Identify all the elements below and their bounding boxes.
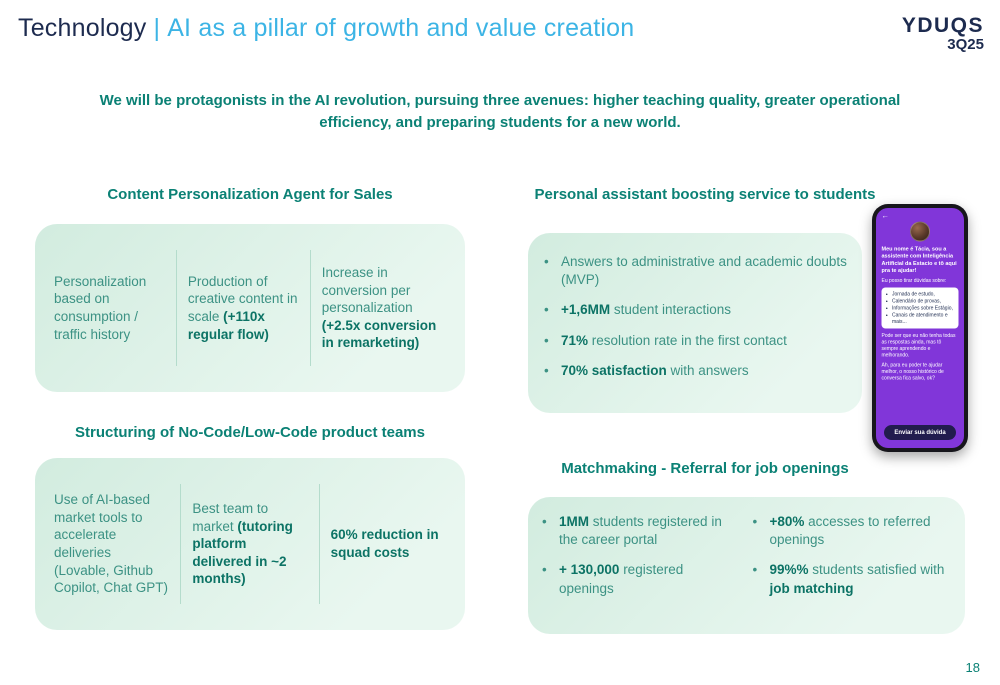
cell-highlight: 60% reduction in squad costs <box>330 527 439 560</box>
card-cell: Use of AI-based market tools to accelera… <box>43 491 180 596</box>
cell-text: Increase in conversion per personalizati… <box>321 265 413 316</box>
bullet-icon: • <box>752 562 758 578</box>
divider <box>180 484 182 604</box>
chat-screen: ← Meu nome é Tácia, sou a assistente com… <box>876 208 964 448</box>
heading-matchmaking: Matchmaking - Referral for job openings <box>561 460 849 477</box>
bullet-text: + 130,000 registered openings <box>559 562 684 596</box>
chat-message: Ah, para eu poder te ajudar melhor, o no… <box>881 362 944 382</box>
bullet-icon: • <box>544 332 549 348</box>
topic-item: Canais de atendimento e mais... <box>892 312 955 325</box>
cell-text: Best team to market <box>192 501 269 534</box>
bullet-icon: • <box>544 254 549 269</box>
card-personal-assistant: • Answers to administrative and academic… <box>528 233 862 413</box>
back-arrow-icon[interactable]: ← <box>881 211 890 220</box>
list-item: • 1MM students registered in the career … <box>542 513 741 549</box>
cell-text: Production of creative content in scale <box>187 273 298 324</box>
bullet-text: Answers to administrative and academic d… <box>561 254 847 288</box>
divider <box>175 250 177 366</box>
chat-message: Eu posso tirar dúvidas sobre: <box>881 278 947 284</box>
list-item: • 70% satisfaction with answers <box>544 362 850 380</box>
list-item: • +80% accesses to referred openings <box>753 513 952 549</box>
cell-highlight: (+2.5x conversion in remarketing) <box>321 317 437 351</box>
matchmaking-left-column: • 1MM students registered in the career … <box>536 513 747 618</box>
card-cell: Best team to market (tutoring platform d… <box>181 500 318 588</box>
bullet-icon: • <box>542 562 547 578</box>
matchmaking-right-column: • +80% accesses to referred openings • 9… <box>747 513 958 618</box>
page-title: Technology | AI as a pillar of growth and … <box>18 14 634 43</box>
list-item: • Answers to administrative and academic… <box>544 253 850 289</box>
send-question-button[interactable]: Enviar sua dúvida <box>884 425 956 440</box>
page-number: 18 <box>965 660 980 675</box>
phone-screen: ← Meu nome é Tácia, sou a assistente com… <box>876 208 964 448</box>
heading-nocode-teams: Structuring of No-Code/Low-Code product … <box>75 424 425 441</box>
title-prefix: Technology <box>18 14 147 42</box>
bullet-text: 1MM students registered in the career po… <box>559 514 722 548</box>
assistant-avatar <box>910 221 930 242</box>
logo-quarter: 3Q25 <box>947 36 984 54</box>
topic-item: Jornada de estudo, <box>892 291 955 298</box>
cell-highlight: (tutoring platform delivered in ~2 month… <box>192 518 293 587</box>
card-columns: Personalization based on consumption / t… <box>35 224 465 392</box>
divider <box>318 484 320 604</box>
assistant-phone-mockup: ← Meu nome é Tácia, sou a assistente com… <box>872 204 968 452</box>
card-cell: Increase in conversion per personalizati… <box>311 264 457 352</box>
title-separator: | <box>153 14 161 42</box>
cell-text: Use of AI-based market tools to accelera… <box>54 492 169 596</box>
card-nocode-teams: Use of AI-based market tools to accelera… <box>35 458 465 630</box>
list-item: • 99%% students satisfied with job match… <box>753 561 952 597</box>
bullet-icon: • <box>752 514 758 529</box>
logo-name: YDUQS <box>901 14 984 37</box>
card-cell: Personalization based on consumption / t… <box>43 273 176 343</box>
bullet-list: • Answers to administrative and academic… <box>544 253 850 380</box>
cell-text: Personalization based on consumption / t… <box>54 273 147 342</box>
card-cell: Production of creative content in scale … <box>177 273 310 343</box>
yduqs-logo: YDUQS 3Q25 <box>902 14 984 54</box>
bullet-text: 70% satisfaction with answers <box>561 362 749 378</box>
heading-content-personalization: Content Personalization Agent for Sales <box>107 186 393 203</box>
topic-item: Calendário de provas, <box>892 298 955 305</box>
chat-message: Pode ser que eu não tenha todas as respo… <box>881 333 956 359</box>
list-item: • 71% resolution rate in the first conta… <box>544 332 850 350</box>
card-matchmaking: • 1MM students registered in the career … <box>528 497 965 634</box>
bullet-icon: • <box>544 362 549 378</box>
topic-item: Informações sobre Estágio, <box>892 305 955 312</box>
bullet-text: 71% resolution rate in the first contact <box>561 332 787 348</box>
list-item: • + 130,000 registered openings <box>542 561 741 597</box>
cell-highlight: (+110x regular flow) <box>187 309 269 342</box>
bullet-icon: • <box>544 302 549 318</box>
bullet-text: 99%% students satisfied with job matchin… <box>769 562 945 596</box>
chat-message: Meu nome é Tácia, sou a assistente com I… <box>881 246 957 274</box>
card-columns: Use of AI-based market tools to accelera… <box>35 458 465 630</box>
heading-personal-assistant: Personal assistant boosting service to s… <box>534 186 876 203</box>
topics-bubble: Jornada de estudo, Calendário de provas,… <box>881 287 959 329</box>
bullet-text: +80% accesses to referred openings <box>769 514 931 548</box>
topics-list: Jornada de estudo, Calendário de provas,… <box>886 291 955 325</box>
list-item: • +1,6MM student interactions <box>544 301 850 319</box>
card-content-personalization: Personalization based on consumption / t… <box>35 224 465 392</box>
slide-subtitle: We will be protagonists in the AI revolu… <box>99 92 901 131</box>
card-cell: 60% reduction in squad costs <box>320 526 457 561</box>
bullet-text: +1,6MM student interactions <box>561 302 731 318</box>
divider <box>309 250 311 366</box>
bullet-icon: • <box>542 514 547 529</box>
title-main: AI as a pillar of growth and value creat… <box>167 14 635 42</box>
